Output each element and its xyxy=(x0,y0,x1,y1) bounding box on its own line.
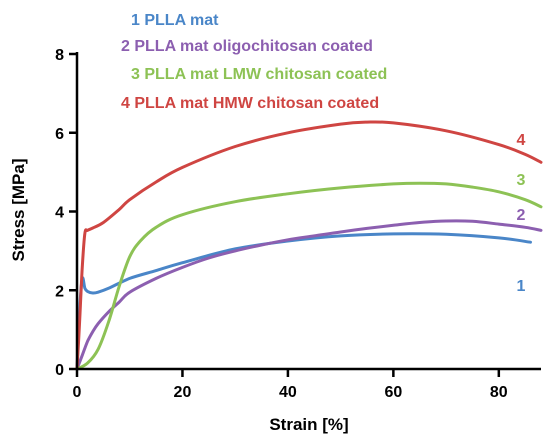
x-tick-label: 20 xyxy=(174,384,192,401)
legend: 1 PLLA mat 2 PLLA mat oligochitosan coate… xyxy=(121,12,387,112)
series-line-1 xyxy=(75,232,532,371)
legend-entry-2: 2 PLLA mat oligochitosan coated xyxy=(121,38,373,55)
y-tick-label: 8 xyxy=(55,47,64,64)
y-tick-label: 6 xyxy=(55,126,64,143)
series-end-label-3: 3 xyxy=(517,172,526,189)
x-tick-label: 0 xyxy=(73,384,82,401)
series-end-label-4: 4 xyxy=(517,132,526,149)
x-tick-label: 80 xyxy=(490,384,508,401)
series-line-4 xyxy=(75,120,543,371)
legend-entry-3: 3 PLLA mat LMW chitosan coated xyxy=(131,66,387,83)
y-tick-label: 4 xyxy=(55,205,64,222)
series-end-label-1: 1 xyxy=(517,278,526,295)
series-line-3 xyxy=(75,181,543,371)
x-tick-label: 60 xyxy=(384,384,402,401)
legend-entry-1: 1 PLLA mat xyxy=(131,12,219,29)
series-line-2 xyxy=(75,219,543,371)
y-axis-title: Stress [MPa] xyxy=(9,159,28,262)
x-tick-label: 40 xyxy=(279,384,297,401)
end-labels: 1 2 3 4 xyxy=(517,132,526,295)
legend-entry-4: 4 PLLA mat HMW chitosan coated xyxy=(121,95,379,112)
plot-lines xyxy=(75,120,543,371)
y-tick-label: 0 xyxy=(55,362,64,379)
series-end-label-2: 2 xyxy=(517,207,526,224)
y-tick-label: 2 xyxy=(55,283,64,300)
ticks: 0 20 40 60 80 0 2 4 6 8 xyxy=(55,47,508,401)
x-axis-title: Strain [%] xyxy=(269,415,348,434)
